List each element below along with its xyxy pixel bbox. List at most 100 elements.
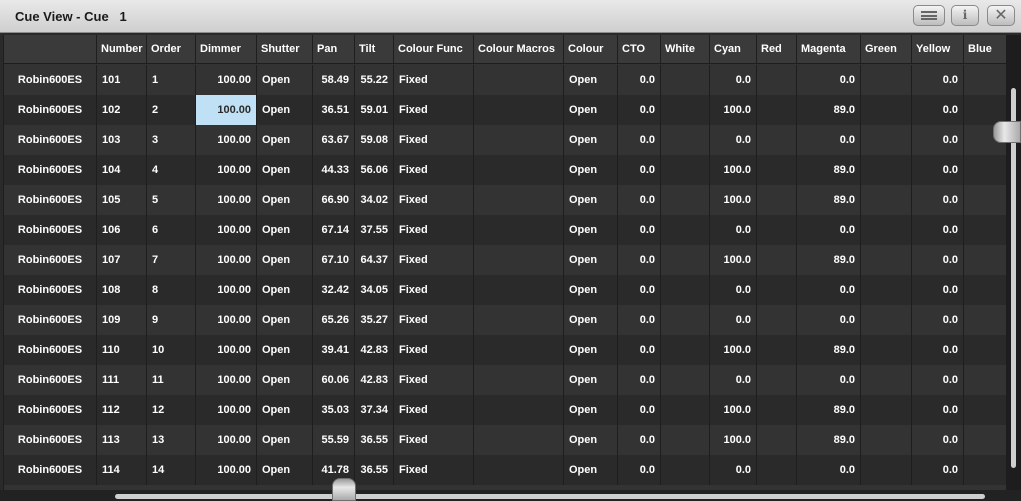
table-cell[interactable]: 112 — [97, 395, 147, 425]
table-cell[interactable]: 0.0 — [618, 95, 661, 125]
table-row[interactable]: Robin600ES 101 1 100.00 Open 58.49 55.22 Fixed O… — [4, 65, 1007, 95]
table-cell[interactable]: 11 — [147, 365, 196, 395]
table-cell[interactable]: 58.49 — [313, 65, 355, 95]
table-cell[interactable]: Open — [257, 365, 313, 395]
header-yellow[interactable]: Yellow — [912, 35, 964, 63]
table-cell[interactable]: 67.10 — [313, 245, 355, 275]
table-cell[interactable]: 13 — [147, 425, 196, 455]
header-blue[interactable]: Blue — [964, 35, 1007, 63]
table-cell[interactable] — [757, 275, 797, 305]
table-cell[interactable] — [757, 425, 797, 455]
table-cell[interactable]: 89.0 — [797, 155, 861, 185]
table-cell[interactable]: 100.00 — [196, 185, 257, 215]
header-cyan[interactable]: Cyan — [710, 35, 757, 63]
table-cell[interactable] — [861, 275, 912, 305]
table-cell[interactable] — [964, 455, 1007, 485]
header-pan[interactable]: Pan — [313, 35, 355, 63]
table-cell[interactable] — [964, 365, 1007, 395]
vertical-scroll-thumb[interactable] — [993, 121, 1021, 143]
table-cell[interactable]: 100.00 — [196, 275, 257, 305]
table-cell[interactable]: Open — [257, 125, 313, 155]
table-cell[interactable]: 0.0 — [618, 425, 661, 455]
table-cell[interactable] — [474, 185, 564, 215]
fixture-name-cell[interactable]: Robin600ES — [4, 305, 97, 335]
table-cell[interactable] — [861, 155, 912, 185]
table-cell[interactable]: 42.83 — [355, 335, 394, 365]
table-cell[interactable] — [661, 305, 710, 335]
table-cell[interactable]: Open — [564, 215, 618, 245]
table-cell[interactable] — [661, 395, 710, 425]
fixture-name-cell[interactable]: Robin600ES — [4, 395, 97, 425]
horizontal-scroll-track[interactable] — [115, 494, 985, 499]
table-cell[interactable]: 100.00 — [196, 245, 257, 275]
table-cell[interactable]: 0.0 — [710, 305, 757, 335]
table-cell[interactable]: 0.0 — [710, 215, 757, 245]
table-cell[interactable] — [757, 125, 797, 155]
table-cell[interactable]: 6 — [147, 215, 196, 245]
table-cell[interactable] — [964, 305, 1007, 335]
table-cell[interactable]: 32.42 — [313, 275, 355, 305]
header-white[interactable]: White — [661, 35, 710, 63]
table-cell[interactable]: Open — [564, 65, 618, 95]
table-cell[interactable]: 0.0 — [797, 125, 861, 155]
table-cell[interactable]: Open — [564, 425, 618, 455]
table-cell[interactable]: Open — [257, 215, 313, 245]
menu-button[interactable] — [913, 5, 945, 26]
table-cell[interactable]: 89.0 — [797, 395, 861, 425]
table-cell[interactable]: 100.00 — [196, 125, 257, 155]
table-cell[interactable]: 34.05 — [355, 275, 394, 305]
table-cell[interactable]: 89.0 — [797, 425, 861, 455]
table-cell[interactable]: 0.0 — [618, 155, 661, 185]
table-cell[interactable] — [757, 365, 797, 395]
table-cell[interactable]: 0.0 — [797, 365, 861, 395]
table-cell[interactable]: Open — [564, 305, 618, 335]
table-cell[interactable]: 100.00 — [196, 425, 257, 455]
table-cell[interactable]: 0.0 — [912, 185, 964, 215]
table-cell[interactable]: Fixed — [394, 365, 474, 395]
table-cell[interactable]: 0.0 — [797, 275, 861, 305]
table-cell[interactable]: Fixed — [394, 155, 474, 185]
table-cell[interactable]: 111 — [97, 365, 147, 395]
table-cell[interactable]: 100.00 — [196, 335, 257, 365]
table-cell[interactable] — [757, 245, 797, 275]
fixture-name-cell[interactable]: Robin600ES — [4, 215, 97, 245]
table-row[interactable]: Robin600ES 102 2 100.00 Open 36.51 59.01 Fixed O… — [4, 95, 1007, 125]
table-cell[interactable]: 8 — [147, 275, 196, 305]
table-cell[interactable] — [757, 65, 797, 95]
table-cell[interactable] — [474, 455, 564, 485]
table-cell[interactable]: Fixed — [394, 245, 474, 275]
table-cell[interactable]: Fixed — [394, 455, 474, 485]
table-cell[interactable] — [964, 335, 1007, 365]
table-cell[interactable]: 42.83 — [355, 365, 394, 395]
table-cell[interactable] — [661, 125, 710, 155]
table-cell[interactable] — [474, 425, 564, 455]
table-cell[interactable]: 0.0 — [618, 455, 661, 485]
table-cell[interactable]: Open — [257, 395, 313, 425]
table-cell[interactable] — [861, 65, 912, 95]
table-row[interactable]: Robin600ES 106 6 100.00 Open 67.14 37.55 Fixed O… — [4, 215, 1007, 245]
table-cell[interactable]: Open — [257, 95, 313, 125]
table-cell[interactable]: Open — [564, 395, 618, 425]
table-row[interactable]: Robin600ES 104 4 100.00 Open 44.33 56.06 Fixed O… — [4, 155, 1007, 185]
table-cell[interactable] — [661, 245, 710, 275]
table-cell[interactable]: 64.37 — [355, 245, 394, 275]
table-cell[interactable]: Open — [257, 455, 313, 485]
table-cell[interactable] — [757, 395, 797, 425]
header-cto[interactable]: CTO — [618, 35, 661, 63]
table-cell[interactable]: 100.00 — [196, 215, 257, 245]
table-cell[interactable]: 109 — [97, 305, 147, 335]
header-magenta[interactable]: Magenta — [797, 35, 861, 63]
table-cell[interactable]: Open — [257, 305, 313, 335]
table-cell[interactable]: 0.0 — [618, 215, 661, 245]
table-cell[interactable]: 65.26 — [313, 305, 355, 335]
table-cell[interactable]: 2 — [147, 95, 196, 125]
table-cell[interactable]: 110 — [97, 335, 147, 365]
header-colour-macros[interactable]: Colour Macros — [474, 35, 564, 63]
table-cell[interactable] — [861, 365, 912, 395]
table-cell[interactable] — [964, 65, 1007, 95]
table-cell[interactable]: Open — [257, 155, 313, 185]
table-cell[interactable]: 0.0 — [618, 185, 661, 215]
table-cell[interactable] — [661, 455, 710, 485]
table-cell[interactable] — [757, 305, 797, 335]
table-cell[interactable] — [474, 155, 564, 185]
